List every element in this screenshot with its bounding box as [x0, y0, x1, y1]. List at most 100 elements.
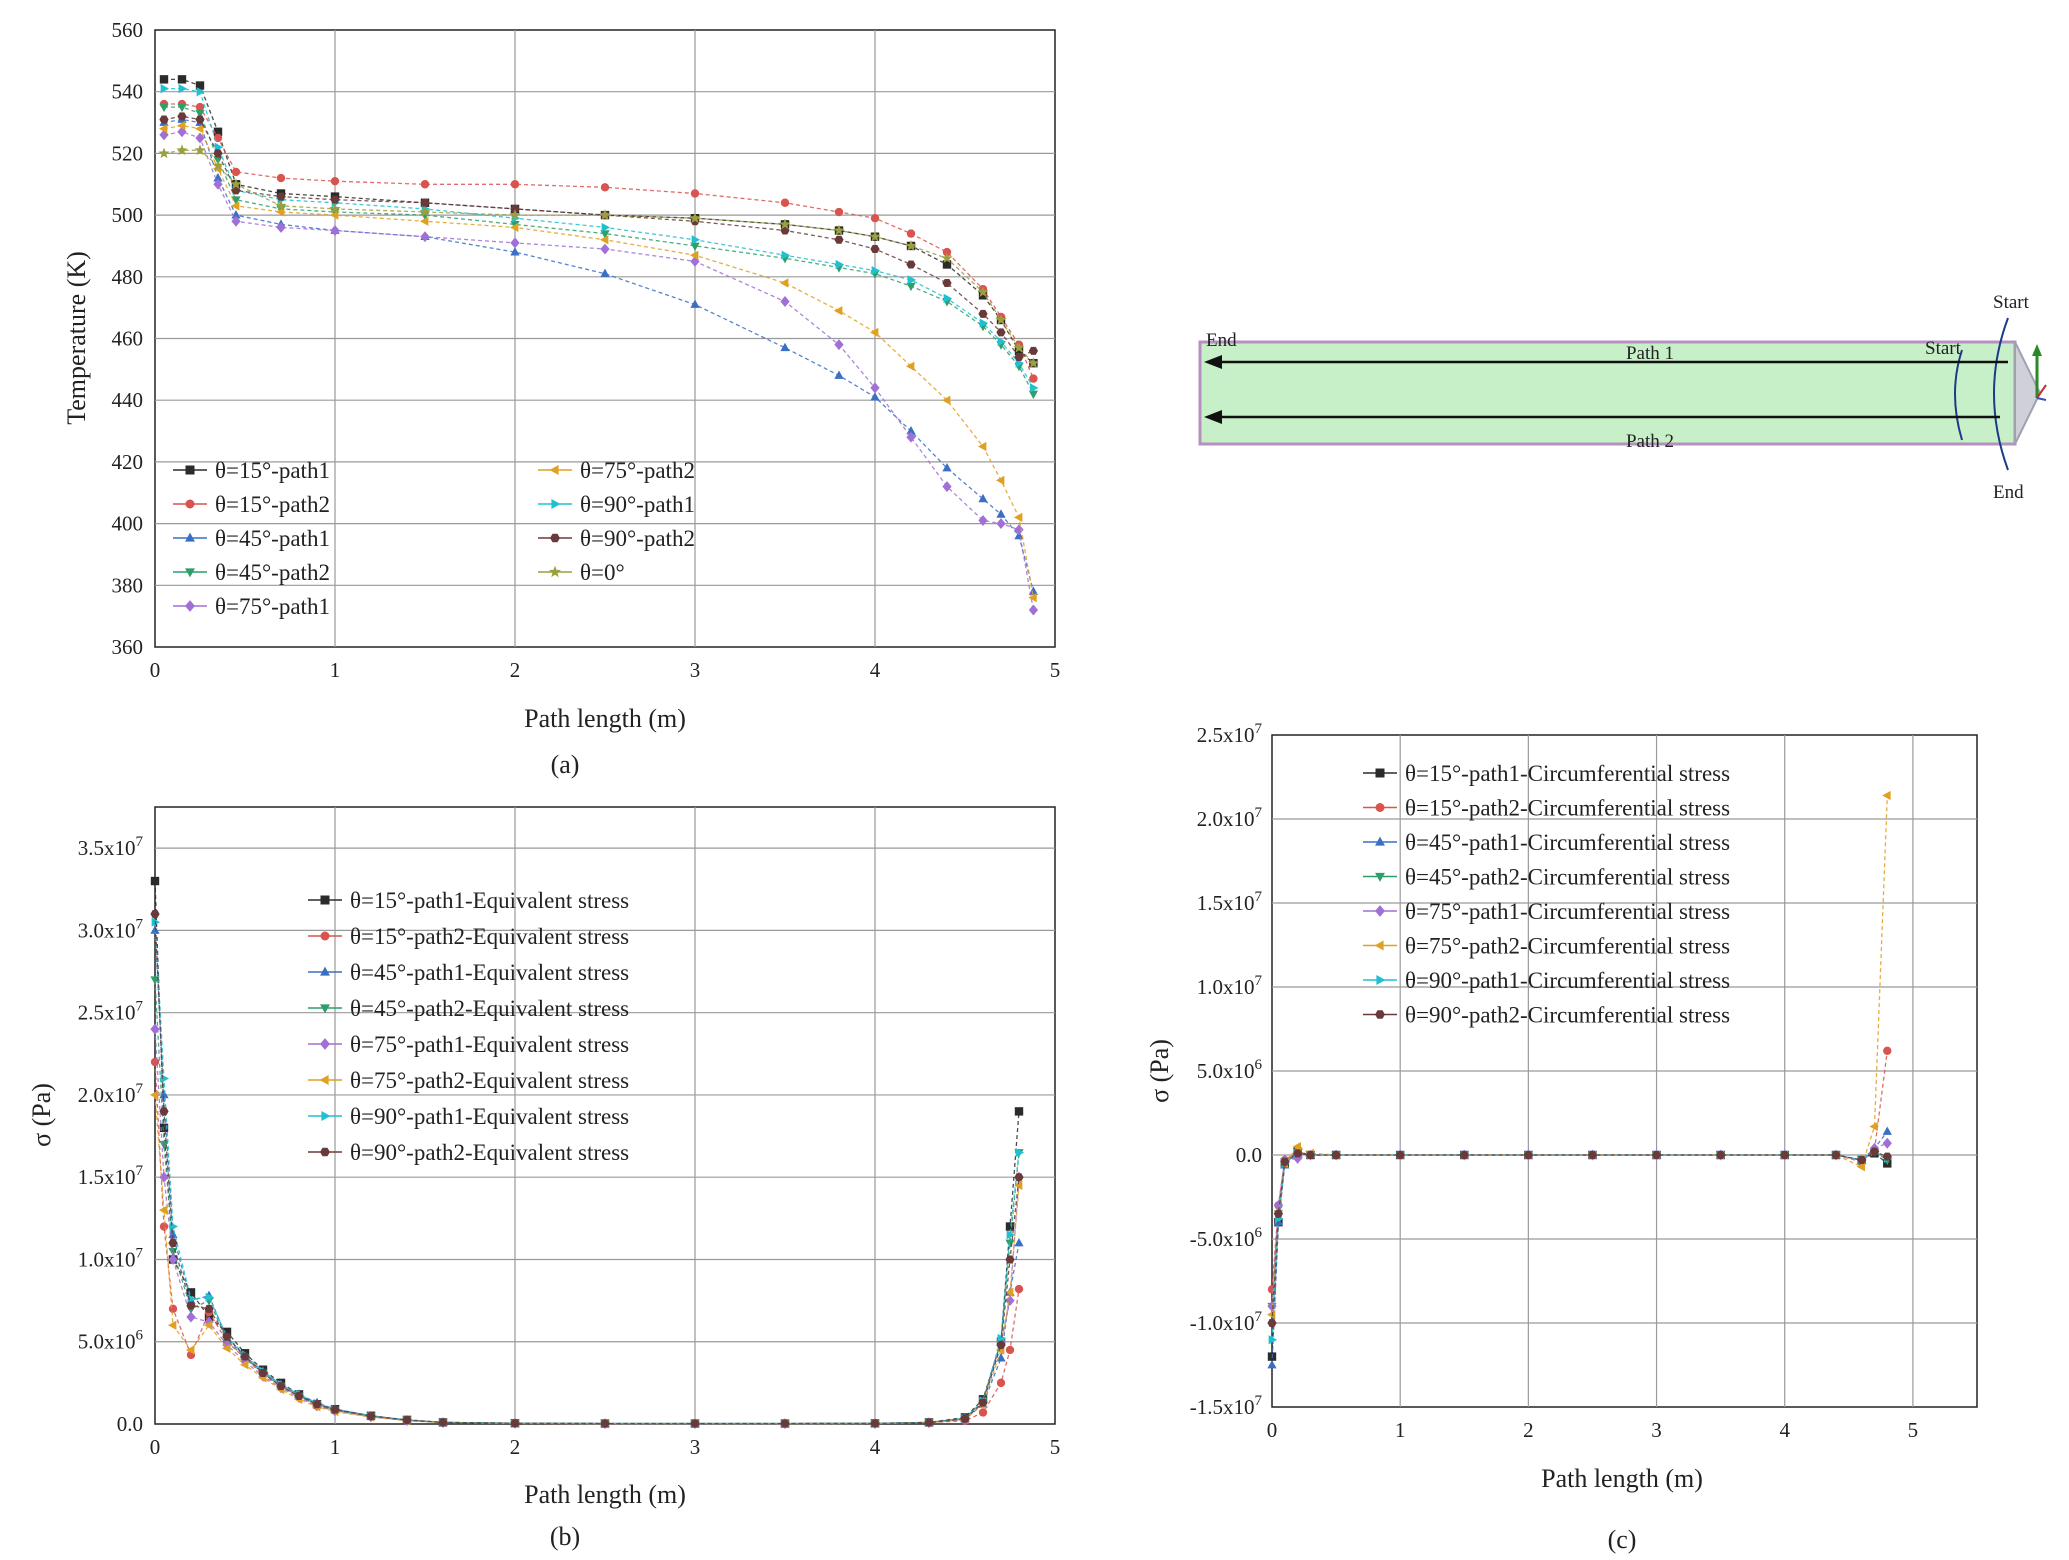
- legend-label: θ=75°-path2-Equivalent stress: [350, 1068, 629, 1093]
- y-tick-label: 360: [112, 635, 144, 659]
- end-label-bottom: End: [1993, 482, 2024, 503]
- y-tick-label: 440: [112, 388, 144, 412]
- legend-label: θ=45°-path1-Circumferential stress: [1405, 830, 1730, 855]
- data-point: [996, 1341, 1006, 1350]
- data-point: [510, 237, 520, 249]
- data-point: [231, 215, 241, 227]
- data-point: [870, 245, 880, 254]
- x-tick-label: 4: [870, 658, 881, 682]
- data-point: [187, 1294, 197, 1304]
- legend-label: θ=75°-path1-Circumferential stress: [1405, 899, 1730, 924]
- data-point: [1651, 1150, 1662, 1160]
- data-point: [150, 1023, 160, 1035]
- data-point: [420, 198, 430, 207]
- data-point: [258, 1368, 268, 1377]
- path-2-label: Path 2: [1626, 431, 1674, 452]
- tick-exponent: 7: [1255, 1309, 1263, 1325]
- legend: θ=15°-path1-Circumferential stress θ=15°-…: [1363, 761, 1730, 1028]
- data-point: [600, 268, 610, 278]
- y-tick-label: 380: [112, 573, 144, 597]
- data-point: [177, 75, 187, 84]
- tick-exponent: 7: [136, 1245, 144, 1261]
- data-point: [1014, 1107, 1024, 1116]
- tick-mantissa: 1.0x10: [78, 1247, 136, 1271]
- tick-mantissa: -5.0x10: [1190, 1227, 1255, 1251]
- tick-exponent: 6: [1255, 1225, 1263, 1241]
- data-point: [204, 1304, 214, 1313]
- legend-label: θ=45°-path2: [215, 560, 330, 585]
- x-axis-title: Path length (m): [524, 704, 686, 733]
- data-point: [150, 1057, 160, 1067]
- data-point: [420, 231, 430, 243]
- data-point: [833, 306, 843, 316]
- data-point: [1028, 593, 1037, 603]
- legend-item-theta-75deg-path2-circumferential-stress: θ=75°-path2-Circumferential stress: [1363, 934, 1730, 959]
- data-point: [1273, 1209, 1284, 1218]
- data-point: [601, 222, 611, 233]
- data-point: [1014, 1173, 1024, 1182]
- data-point: [1882, 790, 1891, 801]
- data-point: [906, 260, 916, 269]
- pipe-path-diagram: Path 1 Path 2 End Start Start End: [1198, 292, 2047, 503]
- y-tick-label: 5.0x106: [78, 1328, 144, 1354]
- tick-exponent: 6: [136, 1328, 144, 1344]
- legend-marker: [320, 1038, 330, 1050]
- data-point: [275, 207, 285, 217]
- data-point: [194, 144, 206, 156]
- x-tick-label: 3: [1651, 1418, 1662, 1442]
- x-tick-label: 5: [1050, 658, 1061, 682]
- tick-exponent: 7: [1255, 805, 1263, 821]
- tick-mantissa: 2.0x10: [78, 1083, 136, 1107]
- y-tick-label: 0.0: [1236, 1143, 1262, 1167]
- y-tick-label: -5.0x106: [1190, 1225, 1263, 1251]
- data-point: [196, 87, 206, 97]
- data-point: [159, 1123, 169, 1133]
- data-point: [276, 1382, 286, 1391]
- data-point: [1005, 1255, 1015, 1264]
- y-tick-label: 5.0x106: [1197, 1057, 1263, 1083]
- legend-marker: [185, 600, 195, 612]
- y-tick-labels: 0.05.0x1061.0x1071.5x1072.0x1072.5x1073.…: [78, 834, 144, 1436]
- legend-item-theta-75deg-path1: θ=75°-path1: [173, 594, 330, 619]
- data-point: [833, 224, 845, 236]
- data-point: [779, 218, 791, 230]
- panel-caption-b: (b): [550, 1522, 580, 1551]
- legend-marker: [320, 895, 330, 905]
- y-tick-label: 1.0x107: [78, 1245, 144, 1271]
- data-point: [510, 180, 520, 189]
- data-point: [834, 207, 844, 217]
- legend-marker: [549, 465, 559, 475]
- data-point: [186, 1301, 196, 1310]
- data-point: [159, 75, 169, 84]
- data-point: [690, 255, 700, 267]
- legend-marker: [1375, 872, 1385, 882]
- data-point: [780, 198, 790, 207]
- legend-marker: [320, 1004, 330, 1014]
- data-point: [996, 518, 1006, 530]
- data-point: [906, 229, 916, 238]
- data-point: [941, 252, 953, 264]
- legend-marker: [185, 568, 195, 578]
- panel-a-temperature-chart: 0 1 2 3 4 5 360 380 400 420 440 460 480 500 520 540 560…: [62, 18, 1060, 779]
- tick-mantissa: 5.0x10: [1197, 1059, 1255, 1083]
- series-line: [164, 103, 1034, 379]
- tick-mantissa: -1.0x10: [1190, 1311, 1255, 1335]
- data-point: [276, 173, 286, 183]
- grid: [155, 807, 1055, 1424]
- data-point: [599, 209, 611, 220]
- data-point: [978, 493, 988, 503]
- data-point: [510, 247, 520, 256]
- data-point: [185, 1345, 195, 1355]
- data-point: [366, 1412, 376, 1421]
- legend-item-theta-90deg-path2-circumferential-stress: θ=90°-path2-Circumferential stress: [1363, 1003, 1730, 1028]
- data-point: [600, 1419, 610, 1428]
- data-point: [1280, 1157, 1290, 1166]
- legend-item-theta-45deg-path2-circumferential-stress: θ=45°-path2-Circumferential stress: [1363, 865, 1730, 890]
- series-theta-90deg-path2-circumferential-stress: [1267, 1147, 1892, 1328]
- data-point: [240, 1352, 250, 1361]
- data-point: [186, 1311, 196, 1323]
- data-point: [239, 1360, 249, 1370]
- y-axis-title: Temperature (K): [62, 251, 91, 425]
- data-point: [1857, 1156, 1867, 1165]
- tick-exponent: 6: [1255, 1057, 1263, 1073]
